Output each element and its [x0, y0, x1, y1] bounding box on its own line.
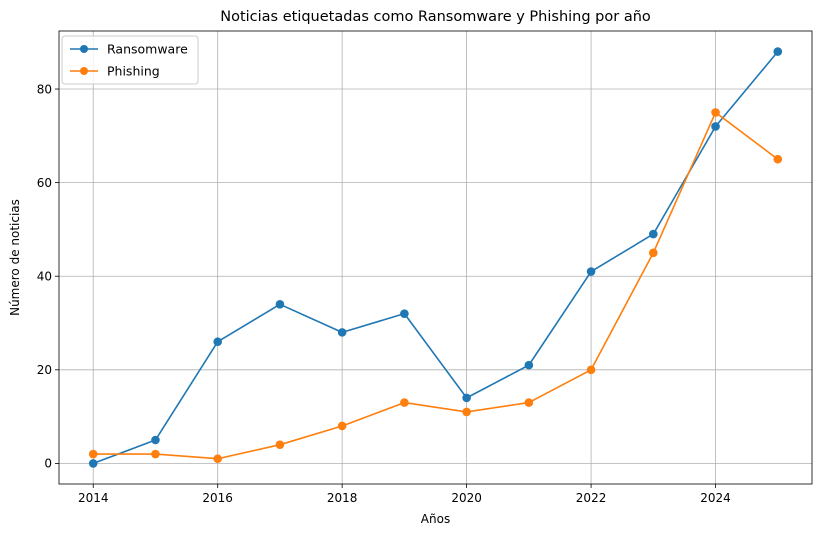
y-tick-label: 20 [37, 363, 52, 377]
legend-phishing-label: Phishing [107, 64, 160, 79]
ransomware-point [773, 47, 783, 56]
y-tick-label: 40 [37, 270, 52, 284]
x-axis-label: Años [421, 512, 450, 526]
y-tick-label: 80 [37, 82, 52, 96]
legend: Ransomware Phishing [61, 35, 199, 85]
phishing-point [649, 248, 658, 258]
y-axis-label: Número de noticias [8, 199, 22, 316]
phishing-point [275, 440, 285, 449]
x-tick-label: 2014 [78, 491, 109, 505]
phishing-point [213, 454, 222, 464]
plot-frame [58, 30, 813, 485]
ransomware-point [586, 267, 596, 276]
ransomware-point [88, 459, 98, 468]
ransomware-point [275, 299, 285, 309]
phishing-point [711, 108, 720, 117]
ransomware-point [337, 328, 347, 337]
phishing-point [586, 365, 596, 375]
legend-ransomware-label: Ransomware [107, 42, 188, 57]
y-tick-label: 0 [44, 457, 52, 471]
ransomware-point [400, 309, 409, 318]
x-tick-label: 2020 [451, 491, 482, 505]
ransomware-point [524, 360, 534, 370]
legend-phishing-marker [80, 67, 88, 75]
plot-area [59, 31, 812, 484]
chart-title: Noticias etiquetadas como Ransomware y P… [220, 9, 651, 25]
legend-box [61, 35, 199, 85]
phishing-point [337, 421, 347, 431]
x-tick-label: 2024 [700, 491, 731, 505]
x-tick-label: 2018 [327, 491, 358, 505]
phishing-point [400, 398, 409, 407]
phishing-line [93, 111, 779, 460]
ransomware-point [462, 393, 471, 403]
phishing-point [773, 154, 783, 164]
legend-ransomware-marker [80, 45, 88, 53]
series-phishing [88, 108, 783, 464]
phishing-point [151, 449, 160, 459]
y-tick-label: 60 [37, 176, 52, 190]
ransomware-point [151, 435, 160, 445]
ransomware-point [711, 122, 720, 131]
grid-lines [59, 31, 812, 484]
series-layer [88, 47, 783, 468]
series-ransomware [88, 47, 783, 468]
phishing-point [88, 449, 98, 459]
x-tick-label: 2016 [202, 491, 233, 505]
ransomware-point [649, 229, 658, 239]
ransomware-point [213, 337, 222, 347]
axis-ticks: 2014 2016 2018 2020 2022 2024 0 20 40 60 80 [37, 82, 731, 505]
phishing-point [524, 398, 534, 407]
x-tick-label: 2022 [576, 491, 607, 505]
ransomware-line [92, 51, 779, 465]
phishing-point [462, 407, 471, 417]
